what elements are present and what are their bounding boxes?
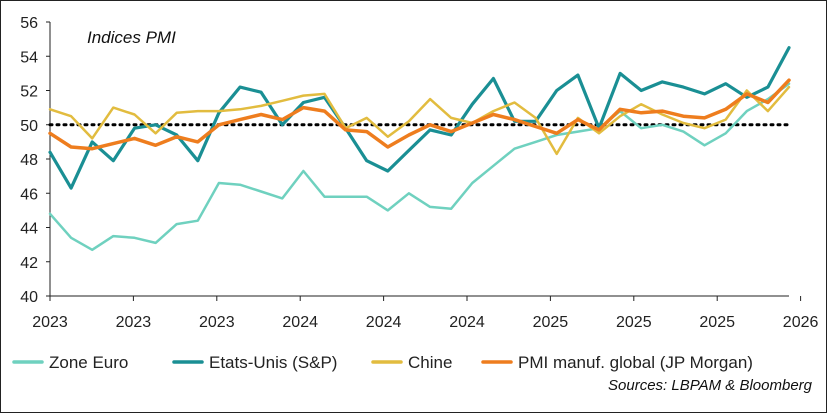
legend-label: Etats-Unis (S&P) xyxy=(209,353,337,372)
series-line-pmi-manuf-global-jp-morgan xyxy=(48,78,791,151)
y-tick-label: 54 xyxy=(20,49,38,66)
x-tick-label: 2025 xyxy=(699,314,735,331)
chart-title: Indices PMI xyxy=(87,28,176,47)
source-note: Sources: LBPAM & Bloomberg xyxy=(608,377,813,394)
series-layer xyxy=(48,46,791,252)
legend-label: Chine xyxy=(408,353,452,372)
legend-label: Zone Euro xyxy=(49,353,128,372)
series-line-etats-unis-s-p xyxy=(48,46,791,190)
x-tick-label: 2023 xyxy=(116,314,152,331)
x-tick-label: 2023 xyxy=(32,314,68,331)
x-tick-label: 2023 xyxy=(199,314,235,331)
x-tick-label: 2024 xyxy=(282,314,318,331)
y-tick-label: 50 xyxy=(20,118,38,135)
y-tick-label: 52 xyxy=(20,84,38,101)
x-tick-label: 2024 xyxy=(449,314,485,331)
series-line-zone-euro xyxy=(48,82,791,252)
axis-layer: 40 42 44 46 48 50 52 54 56 2023 2023 2023 2024 2024 20… xyxy=(20,15,818,331)
legend: Zone Euro Etats-Unis (S&P) Chine PMI manuf.… xyxy=(12,353,753,372)
x-tick-label: 2024 xyxy=(366,314,402,331)
y-tick-label: 56 xyxy=(20,15,38,32)
series-line-chine xyxy=(48,85,791,156)
x-tick-label: 2025 xyxy=(616,314,652,331)
y-tick-label: 48 xyxy=(20,152,38,169)
y-tick-label: 42 xyxy=(20,255,38,272)
x-tick-label: 2026 xyxy=(783,314,819,331)
y-tick-label: 46 xyxy=(20,186,38,203)
x-tick-label: 2025 xyxy=(533,314,569,331)
legend-label: PMI manuf. global (JP Morgan) xyxy=(518,353,753,372)
y-tick-label: 40 xyxy=(20,289,38,306)
y-tick-label: 44 xyxy=(20,221,38,238)
